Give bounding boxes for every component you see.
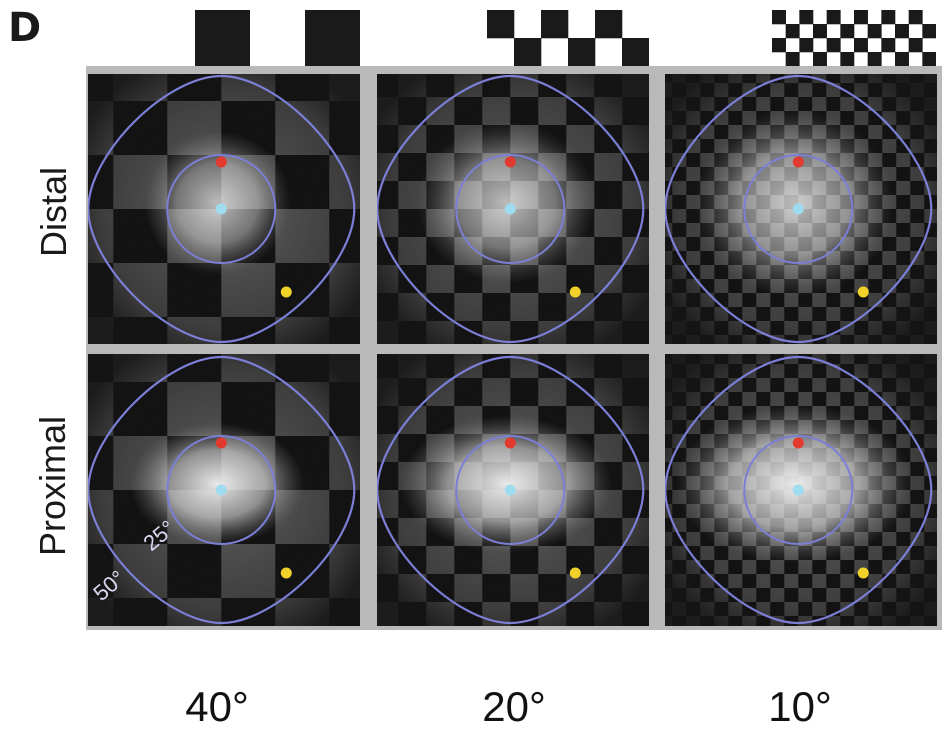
receptive-field-map (665, 74, 937, 344)
column-label-20: 20° (482, 683, 546, 730)
checkerboard-20-icon (487, 10, 649, 66)
cell-proximal-10 (665, 354, 937, 626)
receptive-field-map (377, 74, 649, 344)
receptive-field-map (377, 354, 649, 626)
column-label-10: 10° (768, 683, 832, 730)
cell-distal-10 (665, 74, 937, 344)
cell-distal-40 (88, 74, 360, 344)
checkerboard-40-icon (195, 10, 360, 66)
column-label-40: 40° (185, 683, 249, 730)
receptive-field-map: 25°50° (88, 354, 360, 626)
cell-distal-20 (377, 74, 649, 344)
checkerboard-10-icon (772, 10, 936, 66)
row-label-distal: Distal (33, 166, 74, 258)
cell-proximal-20 (377, 354, 649, 626)
row-label-proximal: Proximal (32, 415, 73, 557)
receptive-field-map (665, 354, 937, 626)
receptive-field-map (88, 74, 360, 344)
cell-proximal-40: 25° 50° (88, 354, 360, 626)
panel-letter: D (8, 5, 42, 51)
